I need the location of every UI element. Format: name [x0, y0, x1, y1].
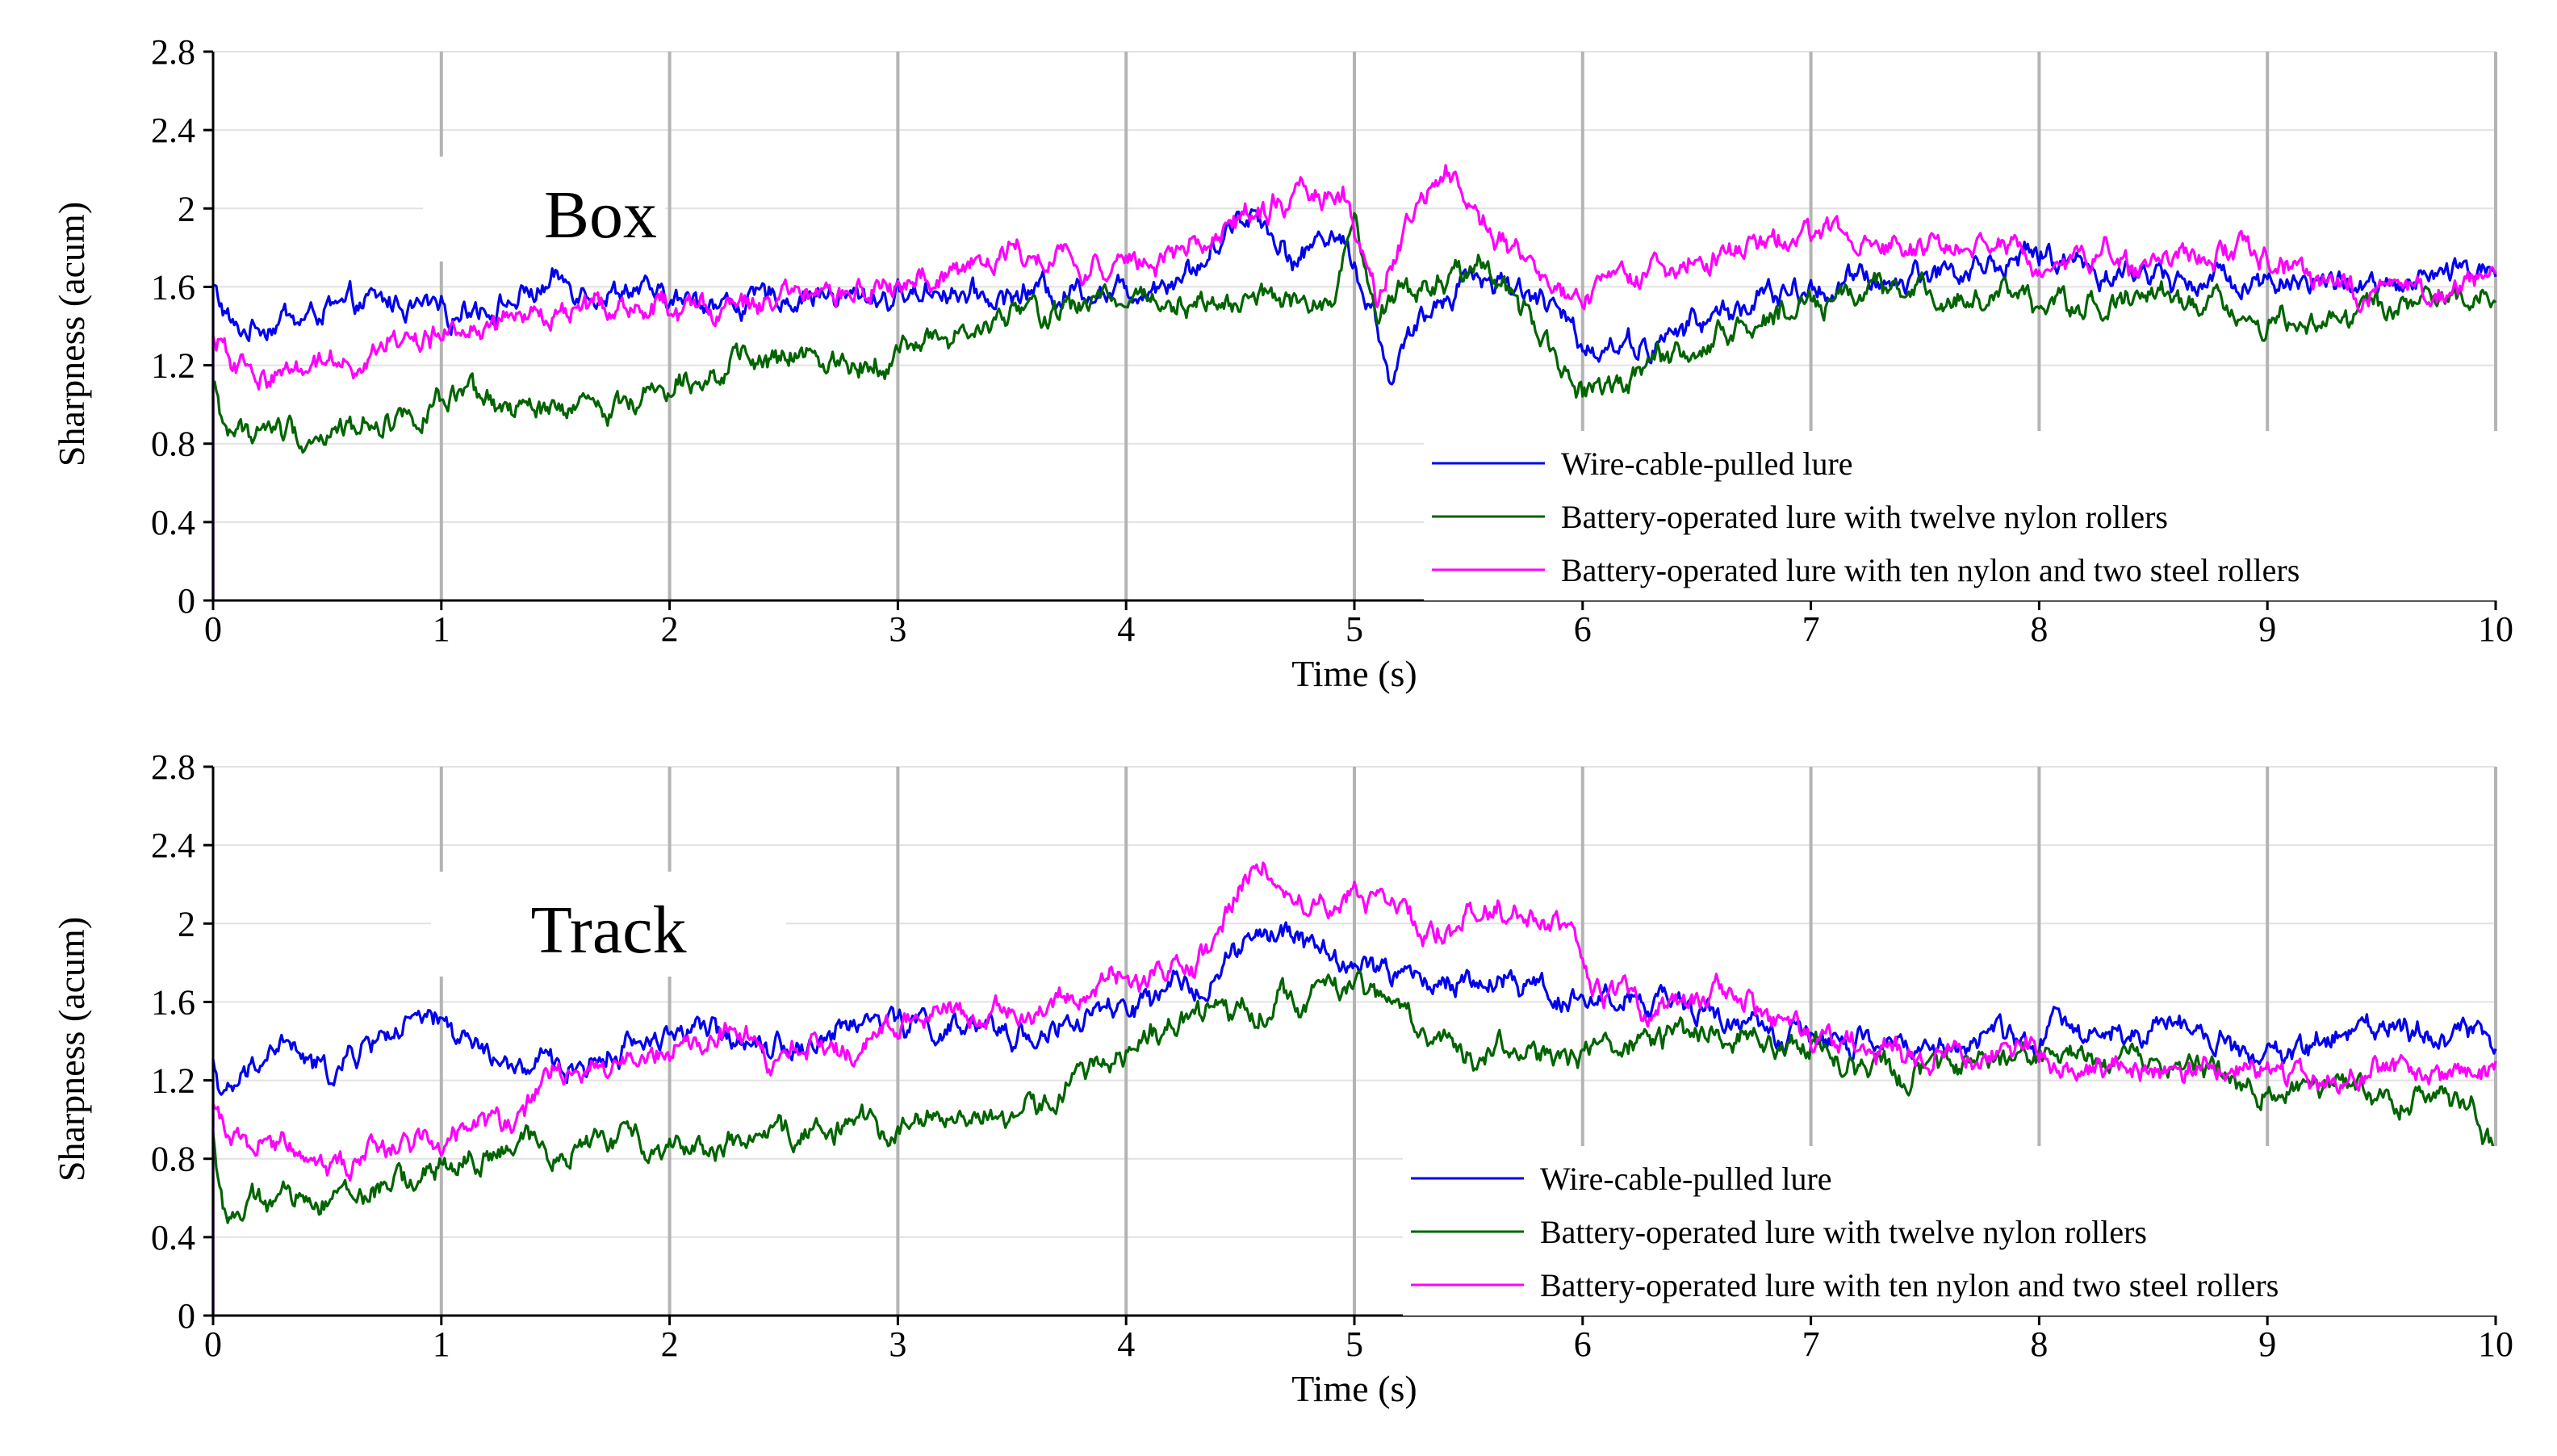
x-tick-label: 10: [2478, 609, 2513, 649]
x-tick-label: 5: [1345, 609, 1363, 649]
y-tick-label: 2: [178, 904, 195, 943]
y-tick-label: 0.4: [151, 1218, 195, 1257]
x-tick-label: 7: [1802, 1324, 1820, 1364]
chart-track-x-axis-title: Time (s): [1291, 1368, 1417, 1409]
y-tick-label: 0: [178, 1296, 195, 1336]
legend-label-ten: Battery-operated lure with ten nylon and…: [1561, 552, 2300, 588]
x-tick-label: 8: [2030, 1324, 2048, 1364]
x-tick-label: 1: [433, 609, 450, 649]
chart-box-legend: Wire-cable-pulled lure Battery-operated …: [1424, 431, 2557, 600]
x-tick-label: 1: [433, 1324, 450, 1364]
y-tick-label: 0.4: [151, 503, 195, 542]
y-tick-label: 1.2: [151, 346, 195, 386]
chart-box-ticks: 0 0.4 0.8 1.2 1.6 2 2.4 2.8 0 1 2 3 4 5 6 7 8 9 10: [151, 32, 2513, 649]
legend-label-ten: Battery-operated lure with ten nylon and…: [1540, 1267, 2279, 1303]
chart-track-legend: Wire-cable-pulled lure Battery-operated …: [1403, 1146, 2557, 1316]
legend-label-twelve: Battery-operated lure with twelve nylon …: [1540, 1214, 2147, 1250]
y-tick-label: 1.6: [151, 267, 195, 307]
y-tick-label: 2.4: [151, 111, 195, 150]
y-tick-label: 2.8: [151, 32, 195, 72]
x-tick-label: 2: [661, 1324, 679, 1364]
chart-box-series: [211, 164, 2497, 600]
chart-track-ticks: 0 0.4 0.8 1.2 1.6 2 2.4 2.8 0 1 2 3 4 5 6 7 8 9 10: [151, 747, 2513, 1364]
y-tick-label: 1.6: [151, 982, 195, 1022]
y-tick-label: 0: [178, 581, 195, 621]
chart-box-x-axis-title: Time (s): [1291, 653, 1417, 694]
legend-label-wire: Wire-cable-pulled lure: [1561, 446, 1853, 482]
chart-box-y-axis-title: Sharpness (acum): [51, 202, 92, 467]
x-tick-label: 4: [1117, 609, 1135, 649]
x-tick-label: 3: [889, 1324, 906, 1364]
x-tick-label: 0: [204, 1324, 222, 1364]
series-line-wire: [211, 921, 2497, 1316]
y-tick-label: 0.8: [151, 1140, 195, 1179]
chart-box: Box 0 0.4 0.8 1.2 1.6 2 2.4 2.8 0 1 2 3 4 5 6 7 8 9 10 Tim…: [51, 32, 2557, 694]
y-tick-label: 2.4: [151, 826, 195, 865]
chart-track-panel-label: Track: [531, 893, 687, 968]
x-tick-label: 7: [1802, 609, 1820, 649]
chart-track-series: [211, 861, 2497, 1316]
x-tick-label: 6: [1574, 1324, 1592, 1364]
y-tick-label: 0.8: [151, 425, 195, 464]
x-tick-label: 8: [2030, 609, 2048, 649]
legend-label-twelve: Battery-operated lure with twelve nylon …: [1561, 499, 2168, 535]
series-line-ten: [211, 861, 2497, 1316]
chart-track: Track 0 0.4 0.8 1.2 1.6 2 2.4 2.8 0 1 2 3 4 5 6 7 8 9 10 T…: [51, 747, 2557, 1409]
legend-label-wire: Wire-cable-pulled lure: [1540, 1161, 1832, 1197]
y-tick-label: 2.8: [151, 747, 195, 787]
x-tick-label: 0: [204, 609, 222, 649]
x-tick-label: 10: [2478, 1324, 2513, 1364]
x-tick-label: 2: [661, 609, 679, 649]
x-tick-label: 3: [889, 609, 906, 649]
x-tick-label: 9: [2258, 609, 2276, 649]
chart-track-y-axis-title: Sharpness (acum): [51, 917, 92, 1182]
series-line-ten: [211, 164, 2497, 600]
chart-box-panel-label: Box: [544, 178, 657, 253]
chart-track-panel-label-bg: [431, 872, 786, 977]
y-tick-label: 2: [178, 189, 195, 228]
chart-box-panel-label-bg: [423, 157, 665, 261]
x-tick-label: 6: [1574, 609, 1592, 649]
legend-background: [1424, 431, 2557, 600]
x-tick-label: 5: [1345, 1324, 1363, 1364]
legend-background: [1403, 1146, 2557, 1316]
x-tick-label: 4: [1117, 1324, 1135, 1364]
x-tick-label: 9: [2258, 1324, 2276, 1364]
y-tick-label: 1.2: [151, 1061, 195, 1101]
